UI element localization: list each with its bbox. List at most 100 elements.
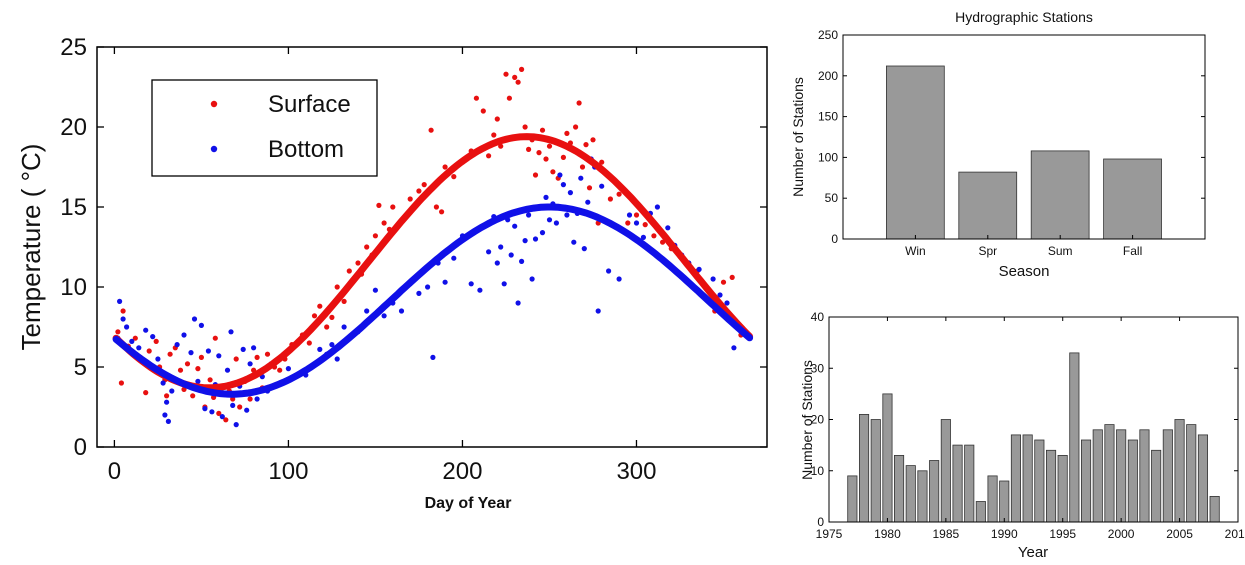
season-y-ticks: 0 50 100 150 200 250 bbox=[818, 28, 1205, 246]
point-bottom-69 bbox=[498, 244, 504, 250]
point-bottom-78 bbox=[529, 276, 535, 282]
point-surface-1 bbox=[118, 380, 124, 386]
temperature-x-ticks: 0 100 200 300 bbox=[108, 47, 657, 485]
point-surface-74 bbox=[491, 132, 497, 138]
point-surface-49 bbox=[346, 268, 352, 274]
year-tick-label-1995: 1995 bbox=[1049, 527, 1076, 541]
y-tick-label-5: 5 bbox=[74, 354, 87, 381]
point-bottom-75 bbox=[519, 258, 525, 264]
point-bottom-83 bbox=[546, 217, 553, 223]
point-bottom-68 bbox=[494, 260, 500, 266]
point-bottom-82 bbox=[543, 194, 549, 200]
point-bottom-8 bbox=[155, 356, 161, 362]
point-bottom-16 bbox=[188, 350, 194, 356]
x-tick-label-200: 200 bbox=[442, 458, 482, 485]
point-bottom-35 bbox=[254, 396, 260, 402]
y-tick-label-10: 10 bbox=[60, 274, 87, 301]
point-surface-11 bbox=[164, 393, 170, 399]
point-bottom-87 bbox=[560, 182, 567, 188]
point-bottom-57 bbox=[416, 290, 422, 296]
point-bottom-12 bbox=[165, 418, 171, 424]
point-bottom-7 bbox=[150, 334, 156, 340]
legend-marker-surface bbox=[210, 100, 218, 108]
bar-year-1978 bbox=[859, 413, 870, 523]
point-surface-78 bbox=[506, 95, 512, 101]
season-y-tick-label-150: 150 bbox=[818, 110, 838, 124]
point-surface-81 bbox=[519, 66, 525, 72]
year-tick-label-2000: 2000 bbox=[1108, 527, 1135, 541]
season-y-tick-label-0: 0 bbox=[831, 232, 838, 246]
point-surface-19 bbox=[198, 354, 204, 360]
point-surface-108 bbox=[651, 233, 657, 239]
bar-sum bbox=[1030, 150, 1090, 240]
point-surface-65 bbox=[433, 204, 439, 210]
point-surface-95 bbox=[573, 124, 579, 130]
point-surface-83 bbox=[526, 146, 532, 152]
bar-year-1981 bbox=[894, 454, 905, 523]
season-chart: Hydrographic Stations Win Spr Sum Fall 0 50 1… bbox=[790, 9, 1206, 280]
point-bottom-21 bbox=[205, 348, 211, 354]
bar-year-1995 bbox=[1057, 454, 1068, 523]
bar-year-2001 bbox=[1127, 439, 1138, 523]
point-bottom-11 bbox=[164, 399, 170, 405]
point-surface-26 bbox=[223, 417, 229, 423]
point-surface-14 bbox=[177, 367, 184, 373]
point-bottom-89 bbox=[567, 190, 574, 196]
year-y-ticks: 0 10 20 30 40 bbox=[811, 310, 1238, 529]
point-surface-71 bbox=[473, 95, 479, 101]
point-surface-90 bbox=[550, 169, 556, 175]
bar-year-2005 bbox=[1174, 419, 1185, 523]
point-surface-21 bbox=[207, 377, 213, 383]
point-bottom-88 bbox=[564, 212, 570, 218]
point-bottom-73 bbox=[512, 223, 518, 229]
point-surface-23 bbox=[212, 335, 218, 341]
bar-year-1996 bbox=[1069, 352, 1080, 523]
bar-year-1999 bbox=[1104, 424, 1115, 523]
season-tick-label-win: Win bbox=[905, 244, 926, 258]
point-bottom-40 bbox=[285, 366, 291, 372]
y-tick-label-25: 25 bbox=[60, 34, 87, 61]
point-bottom-81 bbox=[539, 230, 546, 236]
point-bottom-25 bbox=[219, 414, 225, 420]
point-bottom-22 bbox=[209, 409, 215, 415]
bar-year-2007 bbox=[1197, 434, 1209, 523]
year-tick-label-1980: 1980 bbox=[874, 527, 901, 541]
point-bottom-9 bbox=[160, 380, 166, 386]
bar-year-2008 bbox=[1209, 495, 1220, 523]
point-surface-76 bbox=[498, 143, 504, 149]
point-bottom-26 bbox=[224, 367, 231, 373]
temperature-y-ticks: 0 5 10 15 20 25 bbox=[60, 34, 767, 461]
point-bottom-97 bbox=[595, 308, 601, 314]
point-surface-73 bbox=[486, 153, 492, 159]
point-bottom-44 bbox=[317, 346, 323, 352]
bar-year-2002 bbox=[1139, 429, 1150, 523]
point-bottom-112 bbox=[710, 276, 716, 282]
point-surface-43 bbox=[311, 313, 318, 319]
season-y-axis-label: Number of Stations bbox=[790, 77, 806, 197]
point-bottom-94 bbox=[585, 199, 591, 205]
temperature-legend: Surface Bottom bbox=[151, 79, 378, 177]
point-bottom-29 bbox=[233, 422, 239, 428]
point-surface-75 bbox=[494, 116, 500, 122]
point-bottom-48 bbox=[341, 324, 347, 330]
point-surface-104 bbox=[616, 191, 622, 197]
point-surface-45 bbox=[324, 324, 330, 330]
point-bottom-106 bbox=[665, 225, 671, 231]
point-surface-97 bbox=[579, 164, 586, 170]
season-y-tick-label-100: 100 bbox=[818, 150, 838, 164]
bar-year-1984 bbox=[929, 460, 940, 523]
season-bars bbox=[886, 65, 1162, 240]
bar-year-2004 bbox=[1162, 429, 1173, 523]
point-surface-30 bbox=[237, 404, 243, 410]
point-bottom-115 bbox=[731, 345, 737, 351]
y-tick-label-20: 20 bbox=[60, 114, 87, 141]
point-bottom-74 bbox=[515, 300, 521, 306]
bar-year-1994 bbox=[1046, 449, 1057, 523]
point-surface-98 bbox=[583, 142, 589, 148]
temperature-x-axis-label: Day of Year bbox=[425, 495, 512, 512]
year-y-tick-label-0: 0 bbox=[817, 515, 824, 529]
year-tick-label-2005: 2005 bbox=[1166, 527, 1193, 541]
point-bottom-4 bbox=[129, 338, 135, 344]
point-bottom-28 bbox=[230, 402, 236, 408]
